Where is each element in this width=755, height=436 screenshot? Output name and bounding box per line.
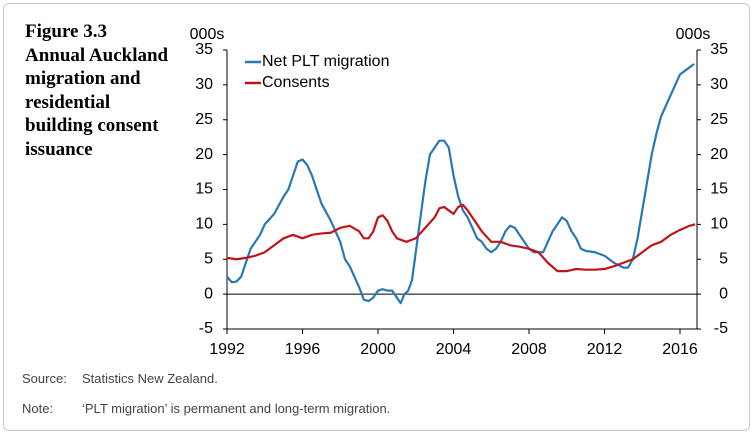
x-tick-label: 2012 xyxy=(587,341,623,358)
x-tick-label: 2016 xyxy=(662,341,698,358)
y2-tick-label: 5 xyxy=(719,250,728,267)
y2-tick-label: 15 xyxy=(710,181,728,198)
y2-tick-label: 10 xyxy=(710,216,728,233)
y2-tick-label: 25 xyxy=(710,111,728,128)
x-tick-label: 2008 xyxy=(511,341,547,358)
y2-tick-label: -5 xyxy=(714,320,728,337)
y-tick-label: 35 xyxy=(195,41,213,58)
series-line xyxy=(226,63,695,305)
source: Statistics New Zealand. xyxy=(82,371,218,386)
y2-unit: 000s xyxy=(676,26,711,43)
y-tick-label: 10 xyxy=(195,216,213,233)
source-label: Source: xyxy=(22,371,67,386)
x-tick-label: 1996 xyxy=(285,341,321,358)
x-tick-label: 2004 xyxy=(436,341,472,358)
series-line xyxy=(226,203,696,273)
y2-tick-label: 35 xyxy=(710,41,728,58)
x-tick-label: 2000 xyxy=(360,341,396,358)
y-tick-label: 30 xyxy=(195,76,213,93)
x-tick-label: 1992 xyxy=(209,341,245,358)
y2-tick-label: 20 xyxy=(710,146,728,163)
chart-title: Annual Auckland migration and residentia… xyxy=(25,44,169,160)
legend-label: Consents xyxy=(262,74,330,91)
note: ‘PLT migration’ is permanent and long-te… xyxy=(82,401,391,416)
note-label: Note: xyxy=(22,401,54,416)
frame xyxy=(3,3,750,431)
figure-label: Figure 3.3 xyxy=(25,21,107,42)
y2-tick-label: 30 xyxy=(710,76,728,93)
y-tick-label: 15 xyxy=(195,181,213,198)
y-tick-label: -5 xyxy=(199,320,213,337)
legend-label: Net PLT migration xyxy=(262,53,389,70)
y2-tick-label: 0 xyxy=(719,285,728,302)
y-tick-label: 20 xyxy=(195,146,213,163)
y-unit: 000s xyxy=(190,26,225,43)
y-tick-label: 0 xyxy=(204,285,213,302)
title-block: Figure 3.3 Annual Auckland migration and… xyxy=(25,20,175,161)
y-tick-label: 5 xyxy=(204,250,213,267)
y-tick-label: 25 xyxy=(195,111,213,128)
